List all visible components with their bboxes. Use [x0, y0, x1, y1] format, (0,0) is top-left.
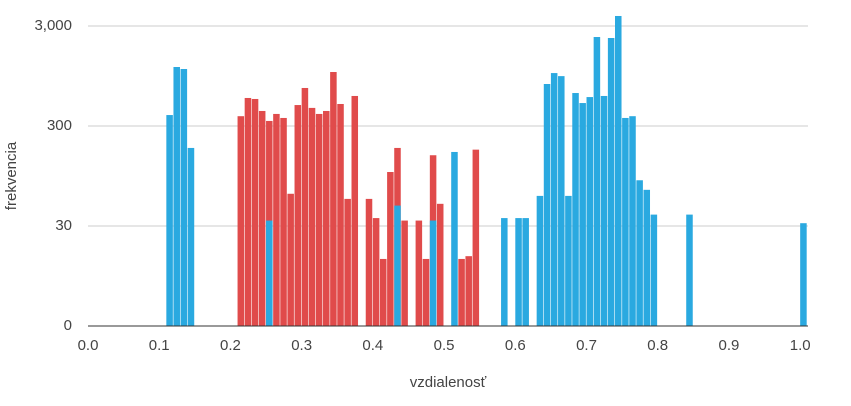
x-tick-label: 0.4: [362, 337, 383, 354]
bar: [344, 198, 351, 326]
x-tick-label: 0.3: [291, 337, 312, 354]
bar: [237, 116, 245, 326]
bar: [387, 172, 394, 326]
bar: [550, 73, 558, 326]
x-tick-label: 1.0: [790, 337, 811, 354]
bar: [308, 107, 316, 327]
bar: [622, 117, 629, 327]
bar: [372, 218, 380, 326]
bar: [579, 103, 586, 326]
bar: [415, 220, 423, 326]
bar: [643, 189, 651, 326]
bar: [629, 116, 636, 326]
bar: [166, 115, 173, 326]
bar: [800, 223, 807, 326]
x-tick-label: 0.6: [505, 337, 526, 354]
x-tick-label: 0.9: [719, 337, 740, 354]
bar: [180, 69, 188, 326]
x-tick-label: 0.2: [220, 337, 241, 354]
x-tick-label: 0.8: [647, 337, 668, 354]
bar: [301, 87, 309, 326]
bar: [436, 203, 444, 326]
bar: [258, 110, 266, 326]
bar: [330, 72, 337, 326]
bar: [586, 97, 594, 327]
bar: [173, 67, 180, 327]
bar: [600, 95, 608, 326]
bar: [287, 193, 294, 326]
bar: [337, 103, 344, 326]
bar: [429, 220, 437, 326]
x-tick-label: 0.0: [78, 337, 99, 354]
bar: [266, 220, 273, 326]
bar: [323, 110, 330, 326]
bar: [686, 214, 693, 326]
x-tick-label: 0.7: [576, 337, 597, 354]
bar: [543, 84, 551, 326]
bar: [351, 95, 359, 326]
bar: [522, 218, 529, 326]
bar: [558, 76, 565, 326]
bar: [280, 117, 287, 327]
y-tick-label: 0: [64, 317, 72, 334]
y-tick-label: 300: [47, 117, 72, 134]
bar: [251, 98, 259, 326]
bar: [394, 205, 401, 326]
bar: [379, 258, 387, 326]
bar: [607, 38, 615, 327]
bar: [636, 180, 643, 326]
bar: [572, 93, 579, 326]
bar: [615, 15, 622, 326]
bar: [244, 97, 252, 326]
bar: [401, 220, 408, 326]
bar: [465, 256, 472, 326]
bar: [472, 149, 480, 326]
bar: [315, 113, 323, 327]
bar: [294, 105, 302, 327]
x-tick-label: 0.1: [149, 337, 170, 354]
x-tick-label: 0.5: [434, 337, 455, 354]
bar: [515, 218, 522, 326]
y-axis-label: frekvencia: [3, 141, 20, 210]
bar: [451, 151, 458, 326]
bar: [650, 214, 658, 326]
bar: [365, 198, 373, 326]
y-tick-label: 30: [55, 217, 72, 234]
bar: [501, 218, 508, 326]
bar: [187, 147, 195, 326]
x-axis-label: vzdialenosť: [410, 374, 487, 391]
bar: [593, 37, 601, 327]
bar: [273, 113, 280, 327]
bar: [458, 258, 465, 326]
bar: [422, 258, 430, 326]
y-tick-label: 3,000: [34, 17, 72, 34]
bar: [536, 195, 544, 326]
bar: [565, 195, 572, 326]
